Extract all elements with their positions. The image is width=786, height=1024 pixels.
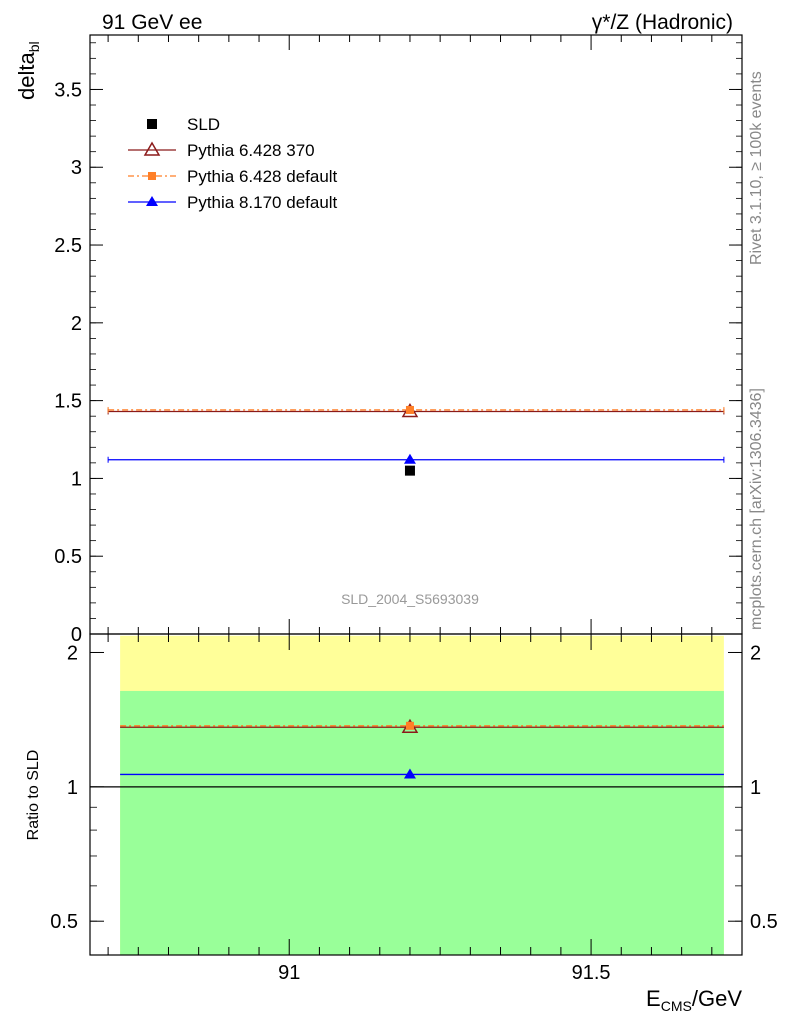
x-axis-label-sub: CMS: [661, 998, 692, 1014]
ratio-y-label: Ratio to SLD: [25, 750, 42, 841]
ratio-frame: [89, 633, 743, 956]
ratio-ytick-label-right: 1: [750, 777, 761, 799]
ratio-point-p6_default: [405, 721, 414, 730]
ytick-label: 1.5: [54, 391, 82, 413]
ratio-ytick-label-right: 2: [750, 642, 761, 664]
legend-marker-p8_default: [146, 196, 158, 206]
rivet-credit: Rivet 3.1.10, ≥ 100k events: [748, 71, 765, 265]
legend-label-p6_default: Pythia 6.428 default: [187, 167, 338, 186]
legend-label-sld: SLD: [187, 115, 220, 134]
point-p6_default: [405, 405, 414, 414]
legend-marker-p6_370: [143, 141, 161, 156]
legend: SLD Pythia 6.428 370 Pythia 6.428 default P…: [128, 115, 338, 212]
ratio-panel: 0.5 0.5 1 1 2 2 91 91.5 Ratio to SLD ECMS/GeV: [25, 633, 778, 1014]
ytick-label: 2: [71, 313, 82, 335]
y-axis-label-main: delta: [14, 52, 39, 100]
legend-marker-p6_default: [148, 172, 156, 180]
x-axis-label-tail: /GeV: [692, 986, 742, 1011]
mcplots-credit: mcplots.cern.ch [arXiv:1306.3436]: [748, 388, 765, 630]
header-left: 91 GeV ee: [102, 11, 202, 34]
ratio-ytick-label: 0.5: [50, 911, 78, 933]
y-axis-label: deltabl: [14, 41, 42, 100]
x-axis-label: ECMS/GeV: [646, 986, 742, 1014]
ytick-label: 3.5: [54, 79, 82, 101]
xtick-label: 91: [278, 962, 300, 984]
main-panel: SLD_2004_S5693039 0 0.5 1 1.5 2 2.5 3 3.5 deltabl: [14, 34, 743, 646]
point-sld: [404, 465, 415, 476]
ytick-label: 0: [71, 624, 82, 646]
ytick-label: 3: [71, 157, 82, 179]
ytick-label: 2.5: [54, 235, 82, 257]
legend-label-p8_default: Pythia 8.170 default: [187, 193, 338, 212]
watermark: SLD_2004_S5693039: [341, 591, 479, 607]
x-axis-label-main: E: [646, 986, 661, 1011]
ratio-ytick-label: 1: [67, 777, 78, 799]
xtick-label: 91.5: [572, 962, 611, 984]
point-p8_default: [403, 453, 416, 464]
ratio-point-p8_default: [403, 768, 416, 779]
header-right: γ*/Z (Hadronic): [592, 11, 733, 34]
legend-marker-sld: [147, 119, 157, 129]
legend-label-p6_370: Pythia 6.428 370: [187, 141, 315, 160]
ratio-ytick-label: 2: [67, 642, 78, 664]
ytick-label: 0.5: [54, 546, 82, 568]
y-axis-label-sub: bl: [26, 41, 42, 52]
ratio-ytick-label-right: 0.5: [750, 911, 778, 933]
band-inner: [120, 690, 724, 955]
ytick-label: 1: [71, 468, 82, 490]
